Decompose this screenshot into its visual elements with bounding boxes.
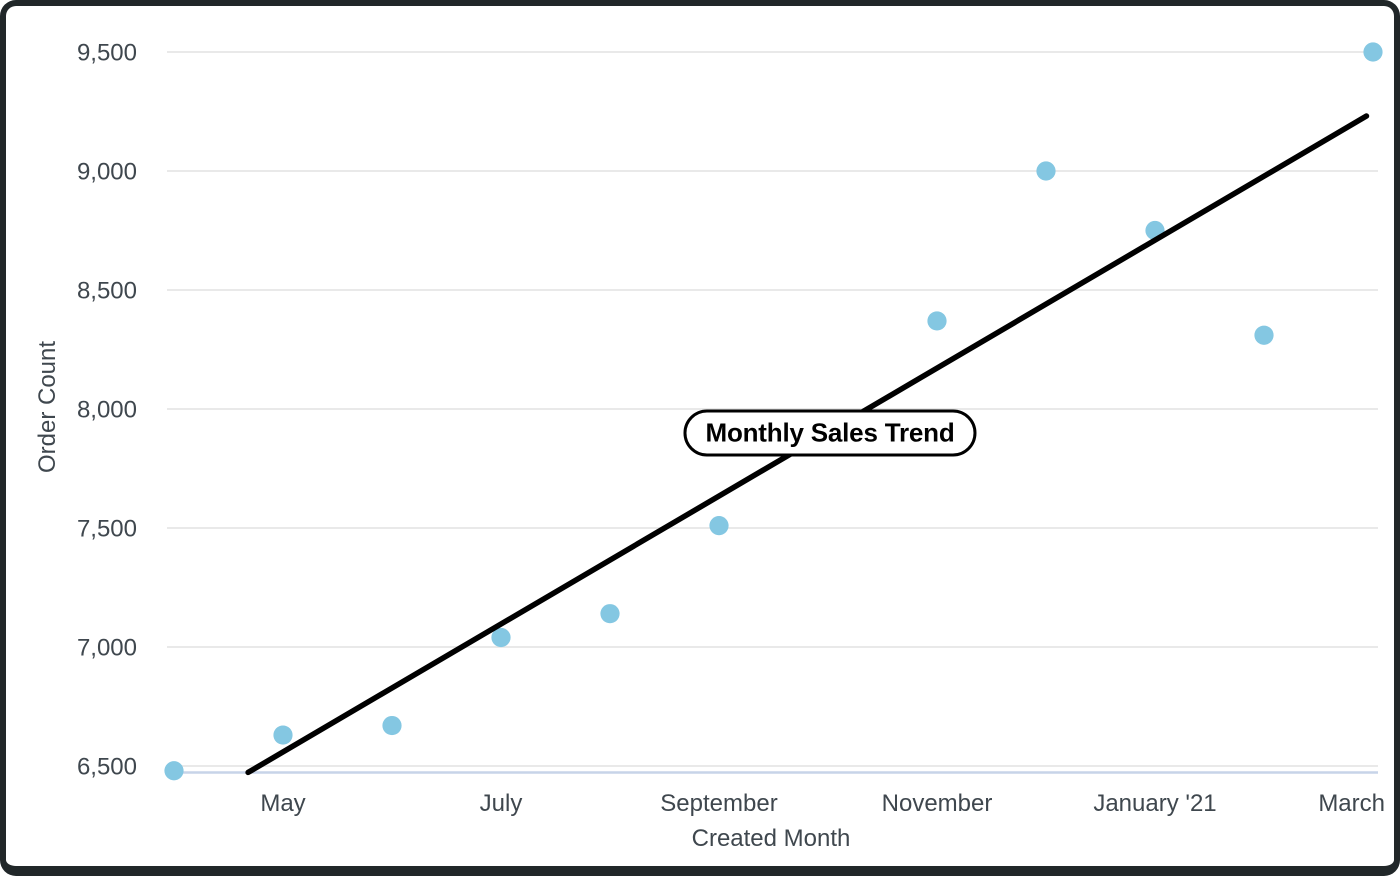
x-tick-label: September	[660, 790, 777, 817]
data-point[interactable]	[1036, 161, 1056, 181]
x-axis-title: Created Month	[691, 825, 851, 852]
data-point[interactable]	[164, 761, 184, 781]
y-tick-label: 8,000	[77, 397, 137, 424]
data-point[interactable]	[491, 627, 511, 648]
x-tick-label: May	[260, 790, 305, 817]
y-axis-title: Order Count	[34, 340, 61, 474]
data-point[interactable]	[709, 516, 729, 536]
data-point[interactable]	[927, 311, 947, 331]
x-tick-label: July	[480, 790, 523, 817]
y-tick-label: 8,500	[77, 278, 137, 305]
data-point[interactable]	[1363, 42, 1383, 62]
x-tick-label: March	[1318, 790, 1385, 817]
y-tick-label: 9,000	[77, 159, 137, 186]
y-tick-label: 6,500	[77, 754, 137, 781]
data-point[interactable]	[382, 715, 402, 736]
data-point[interactable]	[273, 725, 293, 745]
data-point[interactable]	[1254, 325, 1274, 345]
y-tick-label: 7,000	[77, 635, 137, 662]
y-tick-label: 9,500	[77, 40, 137, 67]
y-tick-label: 7,500	[77, 516, 137, 543]
trend-label-text: Monthly Sales Trend	[705, 417, 955, 448]
x-tick-label: January '21	[1093, 790, 1216, 817]
x-tick-label: November	[882, 790, 993, 817]
trend-label-pill: Monthly Sales Trend	[683, 409, 977, 457]
data-point[interactable]	[600, 604, 620, 624]
